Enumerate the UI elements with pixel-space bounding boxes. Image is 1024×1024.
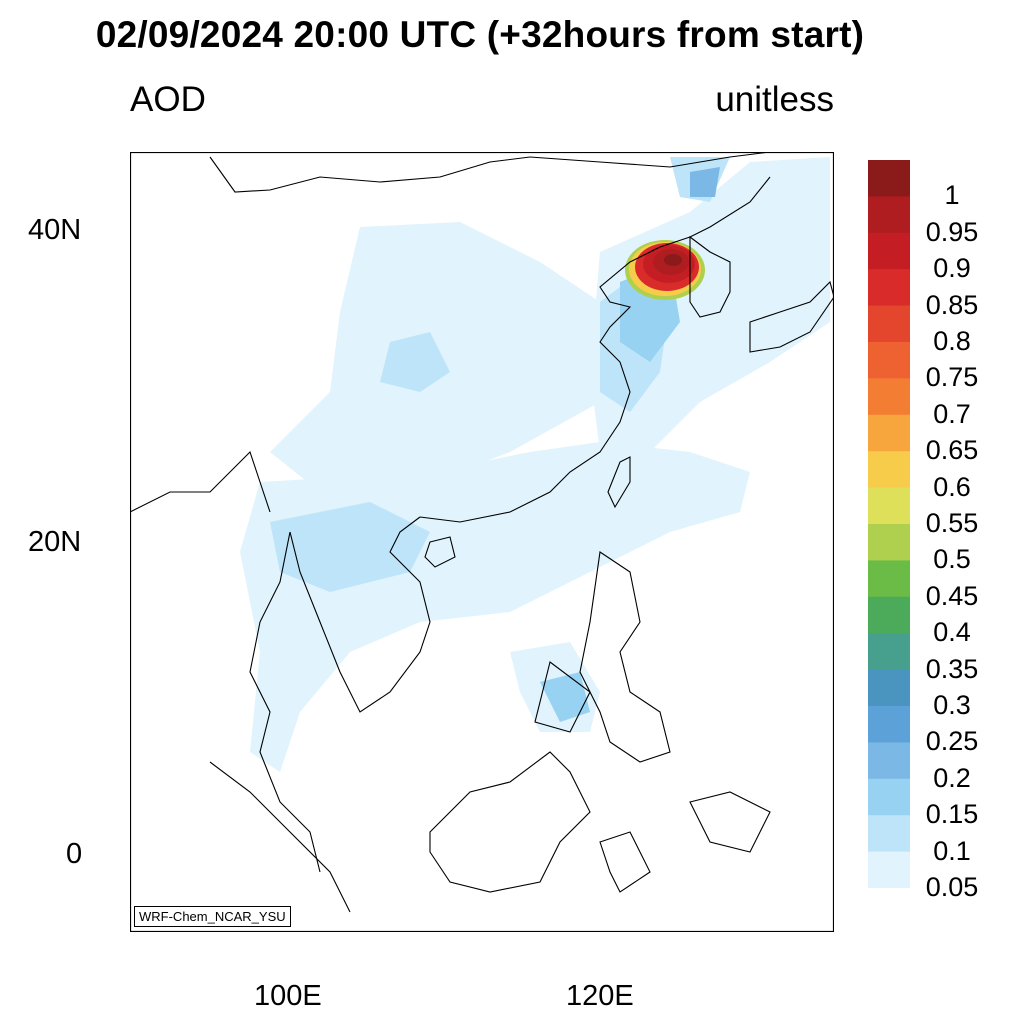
colorbar-swatch: [868, 560, 910, 598]
colorbar-swatch: [868, 414, 910, 452]
lat-label-40n: 40N: [28, 214, 82, 246]
map-panel: [130, 152, 834, 932]
colorbar-tick-label: 0.95: [925, 216, 979, 247]
colorbar-tick-label: 0.55: [925, 508, 979, 538]
colorbar-swatch: [868, 706, 910, 743]
variable-label: AOD: [130, 80, 206, 119]
colorbar-swatch: [868, 815, 910, 853]
colorbar-swatch: [868, 487, 910, 525]
unit-label: unitless: [715, 80, 834, 119]
colorbar-tick-label: 0.15: [925, 799, 979, 830]
colorbar: [868, 160, 910, 888]
colorbar-tick-label: 1: [944, 180, 960, 211]
colorbar-swatch: [868, 669, 910, 707]
colorbar-tick-label: 0.5: [933, 544, 971, 575]
colorbar-tick-label: 0.65: [925, 435, 979, 466]
colorbar-tick-label: 0.9: [933, 253, 971, 284]
colorbar-tick-label: 0.35: [925, 653, 979, 684]
colorbar-tick-label: 0.4: [933, 617, 971, 648]
lon-label-120e: 120E: [566, 980, 634, 1012]
colorbar-tick-label: 0.6: [933, 471, 971, 502]
model-credit: WRF-Chem_NCAR_YSU: [134, 906, 291, 927]
colorbar-swatch: [868, 778, 910, 816]
colorbar-swatch: [868, 378, 910, 416]
colorbar-tick-label: 0.45: [925, 580, 979, 611]
colorbar-labels: 1 0.95 0.9 0.85 0.8 0.75 0.7 0.65 0.6 0.55 0.5 0.45…: [912, 160, 1012, 920]
colorbar-swatch: [868, 851, 910, 888]
colorbar-swatch: [868, 232, 910, 270]
aod-field: [240, 157, 830, 772]
colorbar-swatch: [868, 305, 910, 343]
colorbar-swatch: [868, 596, 910, 634]
colorbar-swatch: [868, 342, 910, 379]
plot-title: 02/09/2024 20:00 UTC (+32hours from star…: [95, 14, 865, 55]
lat-label-0: 0: [66, 838, 83, 870]
colorbar-tick-label: 0.7: [933, 398, 971, 429]
colorbar-tick-label: 0.8: [933, 326, 971, 356]
colorbar-swatch: [868, 160, 910, 197]
aod-hotspot: [625, 240, 705, 300]
colorbar-swatch: [868, 269, 910, 307]
colorbar-swatch: [868, 742, 910, 780]
colorbar-tick-label: 0.2: [933, 762, 971, 793]
colorbar-swatch: [868, 451, 910, 489]
lat-label-20n: 20N: [28, 526, 82, 558]
colorbar-tick-label: 0.75: [925, 362, 979, 393]
colorbar-tick-label: 0.25: [925, 726, 979, 757]
colorbar-swatch: [868, 196, 910, 234]
colorbar-tick-label: 0.3: [933, 690, 971, 720]
colorbar-tick-label: 0.1: [933, 835, 971, 866]
lon-label-100e: 100E: [254, 980, 322, 1012]
colorbar-tick-label: 0.85: [925, 289, 979, 320]
coastlines: [130, 152, 834, 913]
colorbar-tick-label: 0.05: [925, 872, 979, 902]
colorbar-swatch: [868, 633, 910, 671]
colorbar-swatch: [868, 524, 910, 561]
